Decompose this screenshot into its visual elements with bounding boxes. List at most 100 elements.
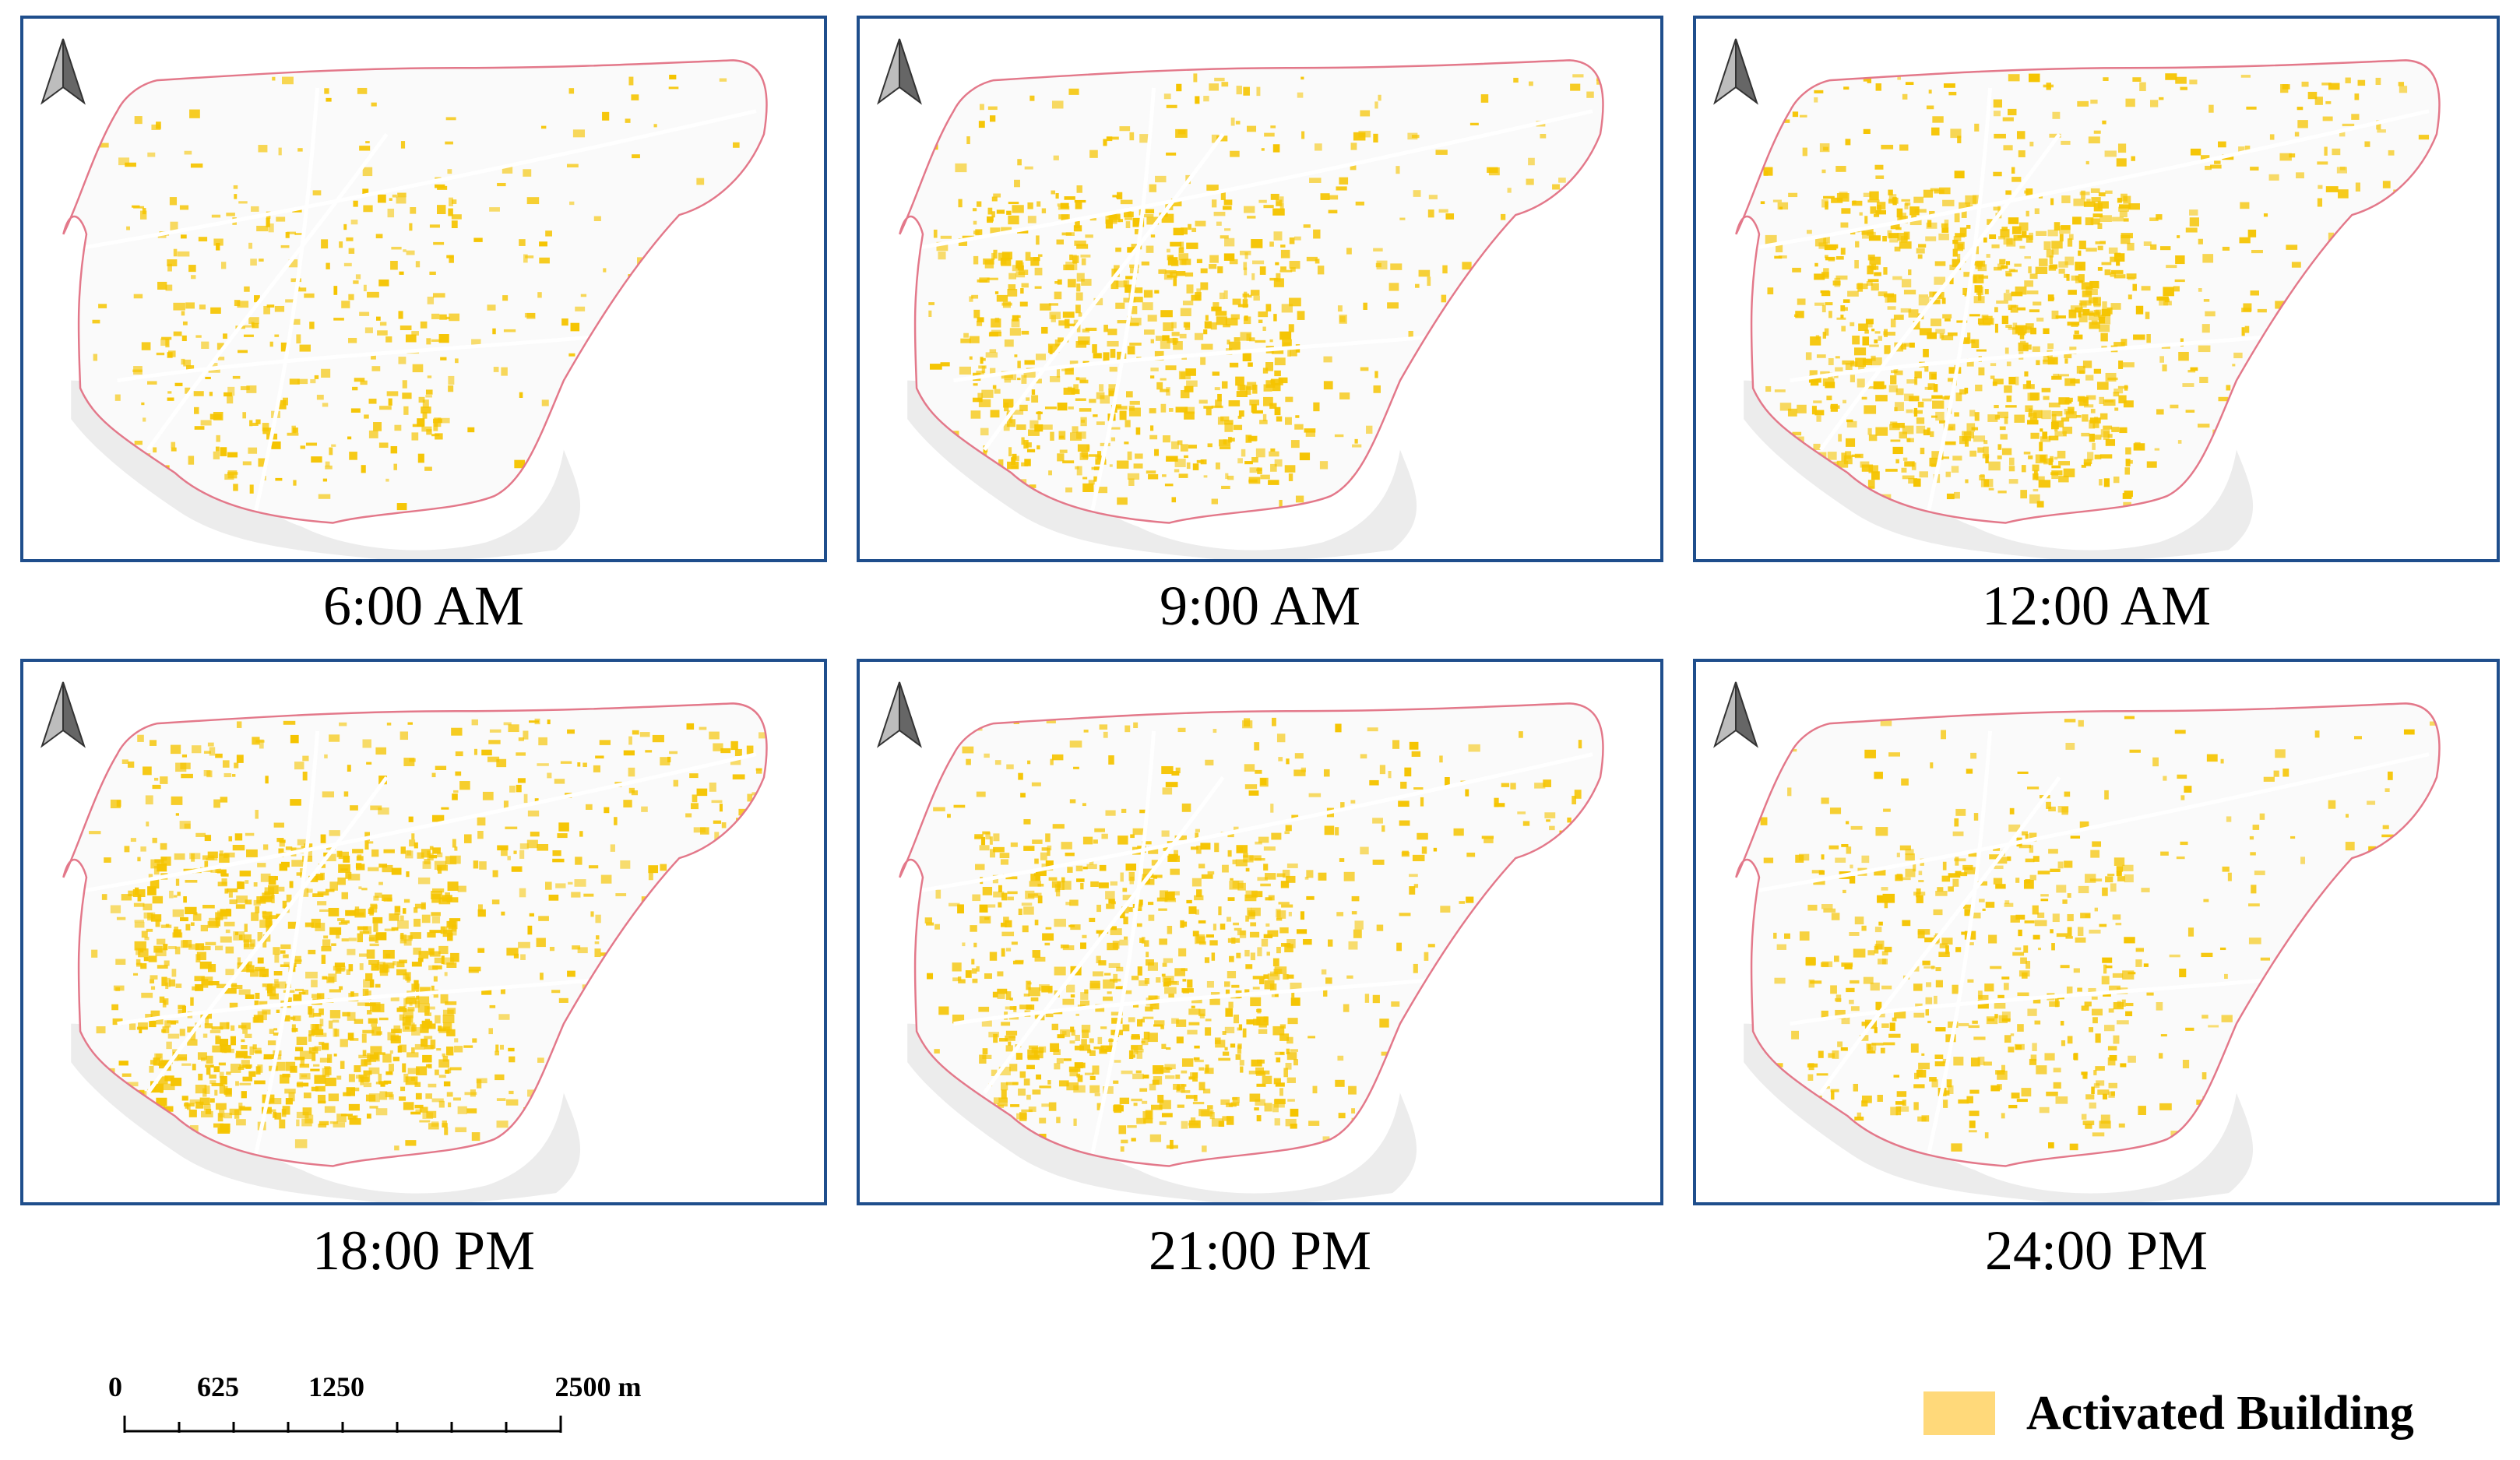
building-mark: [1148, 473, 1159, 480]
building-mark: [1797, 298, 1806, 305]
building-mark: [1993, 171, 2002, 177]
building-mark: [2089, 420, 2096, 429]
building-mark: [1151, 860, 1158, 866]
building-mark: [2005, 261, 2011, 266]
building-mark: [2409, 383, 2418, 393]
building-mark: [991, 196, 998, 202]
building-mark: [1209, 83, 1220, 91]
building-mark: [1186, 284, 1194, 294]
building-mark: [628, 736, 632, 745]
building-mark: [923, 162, 927, 167]
building-mark: [1993, 111, 2001, 117]
building-mark: [1869, 191, 1879, 201]
building-mark: [1528, 157, 1535, 166]
building-mark: [1027, 216, 1037, 223]
building-mark: [2243, 303, 2252, 311]
building-mark: [1966, 423, 1976, 432]
building-mark: [392, 194, 397, 198]
building-mark: [1481, 836, 1494, 839]
building-mark: [1536, 237, 1546, 247]
building-mark: [291, 1024, 296, 1033]
building-mark: [2029, 392, 2040, 401]
building-mark: [2113, 253, 2125, 262]
building-mark: [1149, 434, 1158, 440]
building-mark: [2061, 225, 2071, 230]
building-mark: [2118, 361, 2124, 369]
panel-time-label: 12:00 AM: [1981, 575, 2212, 637]
building-mark: [1842, 299, 1850, 303]
building-mark: [2001, 315, 2009, 325]
building-mark: [1248, 294, 1252, 298]
building-mark: [2051, 472, 2059, 479]
building-mark: [1543, 290, 1551, 293]
building-mark: [2033, 410, 2043, 419]
building-mark: [1511, 357, 1519, 364]
building-mark: [2107, 434, 2113, 438]
building-mark: [1845, 451, 1852, 459]
building-mark: [1906, 379, 1917, 384]
building-mark: [289, 378, 300, 385]
building-mark: [2351, 114, 2360, 120]
building-mark: [530, 467, 542, 476]
building-mark: [2041, 410, 2051, 420]
building-mark: [322, 403, 329, 407]
building-mark: [1012, 1082, 1019, 1085]
building-mark: [377, 194, 386, 203]
building-mark: [396, 1008, 407, 1012]
building-mark: [276, 837, 284, 843]
building-mark: [1899, 877, 1911, 881]
building-mark: [719, 78, 727, 82]
building-mark: [2125, 459, 2131, 466]
building-mark: [2206, 754, 2218, 762]
building-mark: [592, 986, 597, 994]
building-mark: [992, 385, 997, 389]
building-mark: [1130, 834, 1135, 839]
road-line: [1927, 87, 1993, 512]
building-mark: [387, 208, 395, 218]
building-mark: [523, 169, 532, 177]
building-mark: [283, 962, 290, 967]
building-mark: [1902, 475, 1915, 480]
building-mark: [2376, 120, 2381, 130]
building-mark: [2056, 885, 2067, 893]
building-mark: [262, 892, 274, 899]
building-mark: [1131, 1034, 1140, 1038]
building-mark: [625, 1129, 635, 1136]
building-mark: [1167, 255, 1174, 261]
building-mark: [263, 1054, 275, 1060]
building-mark: [1049, 311, 1061, 319]
building-mark: [2132, 77, 2142, 82]
building-mark: [1263, 934, 1273, 938]
building-mark: [438, 1059, 450, 1068]
building-mark: [1467, 377, 1473, 383]
building-mark: [286, 997, 292, 1003]
building-mark: [89, 831, 101, 835]
building-mark: [1203, 406, 1213, 409]
building-mark: [440, 994, 449, 1004]
building-mark: [1001, 948, 1005, 957]
building-mark: [595, 914, 601, 923]
building-mark: [1146, 245, 1154, 253]
building-mark: [1017, 361, 1021, 368]
building-mark: [440, 926, 448, 934]
building-mark: [696, 178, 705, 185]
building-mark: [1510, 783, 1516, 790]
building-mark: [312, 1024, 319, 1030]
building-mark: [980, 427, 989, 436]
building-mark: [1225, 1008, 1234, 1017]
building-mark: [300, 888, 309, 897]
building-mark: [414, 1082, 421, 1087]
building-mark: [936, 241, 949, 252]
building-mark: [1511, 382, 1522, 392]
building-mark: [1165, 782, 1178, 787]
building-mark: [1174, 469, 1180, 473]
building-mark: [693, 827, 706, 833]
building-mark: [508, 724, 519, 733]
building-mark: [1286, 974, 1294, 979]
building-mark: [1294, 424, 1304, 430]
building-mark: [399, 915, 404, 921]
building-mark: [473, 748, 478, 755]
building-mark: [1023, 906, 1034, 915]
building-mark: [1067, 867, 1073, 873]
building-mark: [367, 841, 374, 844]
